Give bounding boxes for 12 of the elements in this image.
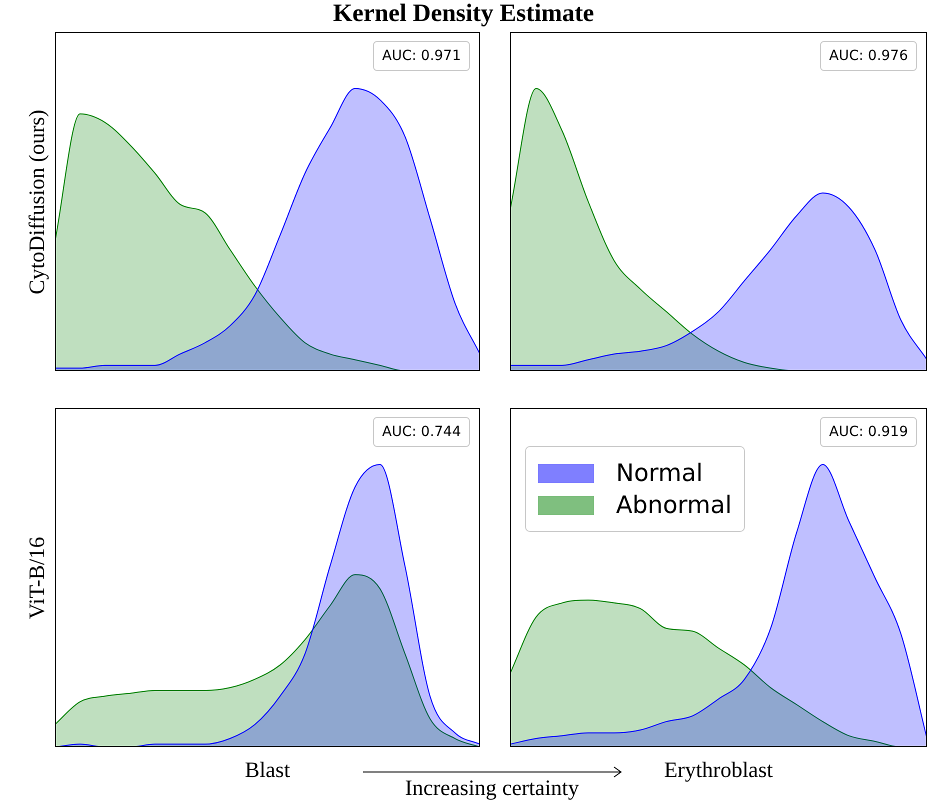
y-axis-title: CytoDiffusion (ours) [24, 109, 50, 294]
text: AUC: 0.919 [820, 417, 917, 447]
legend-label: Abnormal [616, 491, 732, 519]
legend-label: Normal [616, 459, 703, 487]
text: AUC: 0.976 [820, 41, 917, 71]
y-axis-title: ViT-B/16 [24, 536, 50, 619]
text: AUC: 0.971 [373, 41, 470, 71]
text: Increasing certainty [404, 775, 580, 801]
chart-title: Kernel Density Estimate [332, 0, 596, 28]
x-axis-title: Blast [244, 757, 290, 783]
text: AUC: 0.744 [373, 417, 470, 447]
x-axis-title: Erythroblast [664, 757, 773, 783]
